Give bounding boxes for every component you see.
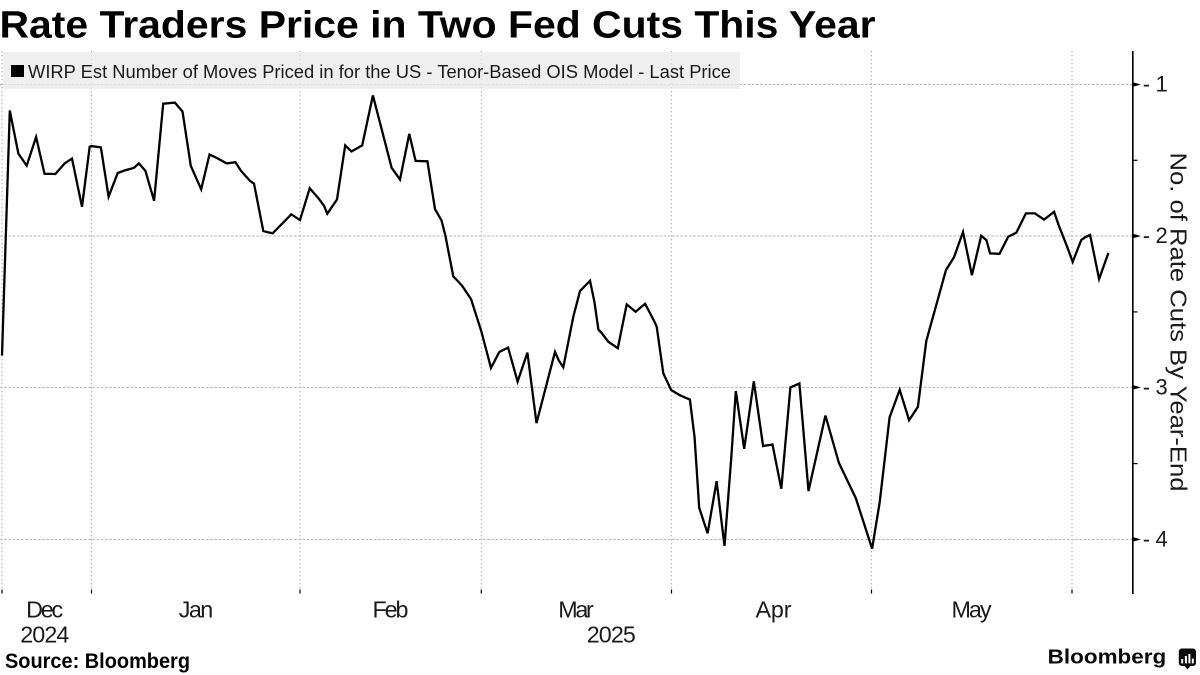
svg-text:Bloomberg: Bloomberg bbox=[1048, 646, 1167, 668]
svg-text:Apr: Apr bbox=[756, 597, 792, 623]
svg-text:May: May bbox=[952, 597, 992, 623]
svg-text:Jan: Jan bbox=[179, 597, 214, 623]
svg-text:Dec: Dec bbox=[26, 597, 63, 623]
svg-text:-3: -3 bbox=[1143, 374, 1168, 399]
svg-text:2025: 2025 bbox=[587, 622, 636, 648]
svg-text:WIRP Est Number of Moves Price: WIRP Est Number of Moves Priced in for t… bbox=[28, 62, 731, 82]
svg-text:No. of Rate Cuts By Year-End: No. of Rate Cuts By Year-End bbox=[1166, 153, 1192, 492]
svg-text:-4: -4 bbox=[1143, 526, 1168, 551]
svg-text:2024: 2024 bbox=[20, 622, 69, 648]
svg-text:Rate Traders Price in Two Fed: Rate Traders Price in Two Fed Cuts This … bbox=[0, 5, 876, 47]
svg-text:Feb: Feb bbox=[373, 597, 409, 623]
svg-text:Mar: Mar bbox=[558, 597, 594, 623]
svg-text:Source: Bloomberg: Source: Bloomberg bbox=[5, 649, 190, 673]
svg-text:-2: -2 bbox=[1143, 223, 1168, 248]
svg-text:-1: -1 bbox=[1143, 72, 1168, 97]
